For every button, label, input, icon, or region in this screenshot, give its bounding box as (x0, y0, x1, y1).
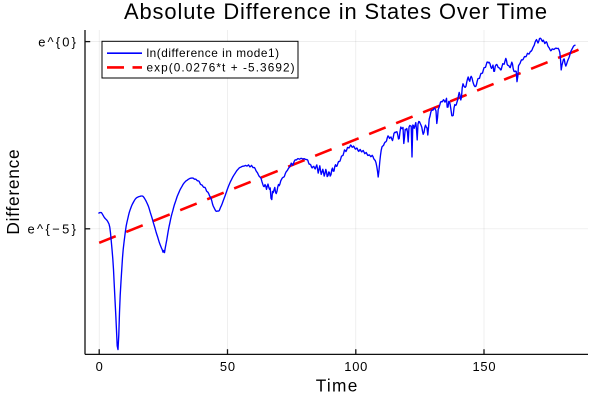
svg-text:e^{0}: e^{0} (38, 34, 78, 49)
svg-text:Time: Time (316, 376, 359, 396)
svg-text:e^{−5}: e^{−5} (27, 222, 78, 237)
svg-text:0: 0 (96, 359, 103, 374)
svg-text:150: 150 (472, 359, 496, 374)
svg-text:exp(0.0276*t + -5.3692): exp(0.0276*t + -5.3692) (147, 60, 296, 74)
svg-text:Absolute Difference in States: Absolute Difference in States Over Time (124, 0, 548, 24)
svg-text:100: 100 (344, 359, 368, 374)
svg-text:ln(difference in mode1): ln(difference in mode1) (147, 46, 280, 60)
svg-text:Difference: Difference (3, 149, 23, 235)
svg-text:50: 50 (220, 359, 236, 374)
